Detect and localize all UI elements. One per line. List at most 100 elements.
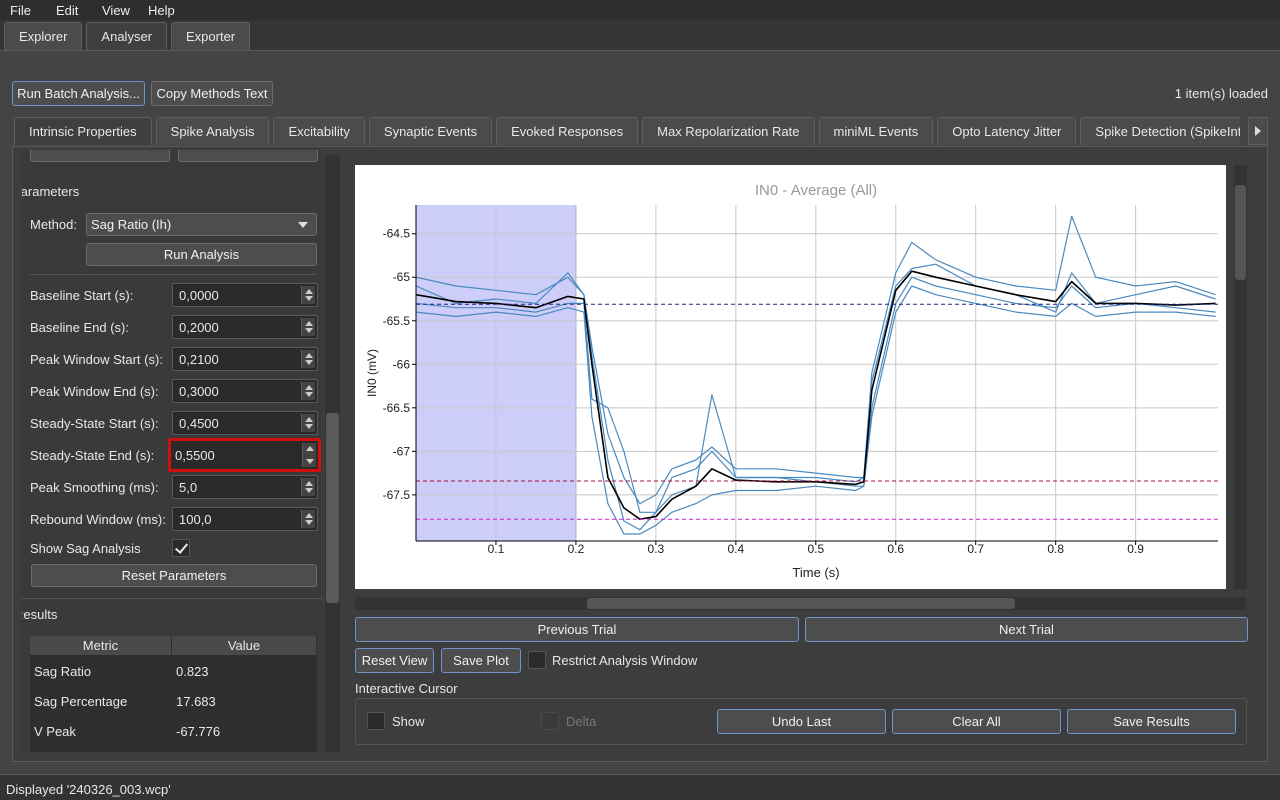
top-tab[interactable]: Explorer	[4, 22, 83, 50]
field-label: Steady-State End (s):	[30, 447, 155, 463]
analysis-tab[interactable]: Intrinsic Properties	[14, 117, 152, 145]
spinbox[interactable]: 0,0000	[172, 283, 318, 307]
spinbox[interactable]: 0,5500	[168, 438, 321, 472]
reset-view-button[interactable]: Reset View	[355, 648, 434, 673]
tab-scroll-right[interactable]	[1248, 117, 1268, 145]
x-tick-label: 0.2	[568, 542, 585, 556]
plot-hscroll[interactable]	[355, 597, 1246, 610]
table-cell: Sag Percentage	[34, 693, 128, 709]
analysis-tab[interactable]: Spike Analysis	[155, 117, 270, 145]
menu-item[interactable]: Help	[148, 2, 175, 18]
cursor-button[interactable]: Undo Last	[717, 709, 886, 734]
plot-widget: IN0 - Average (All) 0.1 0.2 0.3 0.4 0.5 0.6 0.7…	[355, 165, 1226, 589]
spin-arrows[interactable]	[302, 443, 316, 467]
reset-parameters-button[interactable]: Reset Parameters	[31, 564, 317, 587]
show-checkbox[interactable]	[367, 712, 385, 730]
top-tab[interactable]: Exporter	[171, 22, 251, 50]
scroll-thumb[interactable]	[587, 598, 1015, 609]
copy-methods-button[interactable]: Copy Methods Text	[151, 81, 273, 106]
clipped-button[interactable]	[178, 150, 318, 162]
x-tick-label: 0.5	[807, 542, 824, 556]
analysis-tab[interactable]: Opto Latency Jitter	[937, 117, 1077, 145]
menu-item[interactable]: View	[102, 2, 130, 18]
spin-arrows[interactable]	[301, 286, 315, 304]
scroll-thumb[interactable]	[326, 413, 339, 603]
analysis-tab[interactable]: Spike Detection (SpikeInt	[1080, 117, 1240, 145]
left-scrollbar[interactable]	[325, 155, 340, 752]
separator	[30, 274, 316, 275]
spin-arrows[interactable]	[301, 510, 315, 528]
trace	[416, 270, 1216, 520]
previous-trial-button[interactable]: Previous Trial	[355, 617, 799, 642]
analysis-tab[interactable]: Synaptic Events	[368, 117, 493, 145]
restrict-label: Restrict Analysis Window	[552, 652, 698, 668]
batch-button[interactable]: Run Batch Analysis...	[12, 81, 145, 106]
field-label: Rebound Window (ms):	[30, 511, 166, 527]
spinbox[interactable]: 5,0	[172, 475, 318, 499]
spinbox[interactable]: 0,4500	[172, 411, 318, 435]
table-cell: Sag Ratio	[34, 663, 92, 679]
x-tick-label: 0.9	[1127, 542, 1144, 556]
spinbox[interactable]: 100,0	[172, 507, 318, 531]
cursor-button[interactable]: Clear All	[892, 709, 1061, 734]
cursor-group	[355, 698, 1247, 745]
analysis-tab[interactable]: Excitability	[273, 117, 365, 145]
cursor-heading: Interactive Cursor	[355, 680, 458, 696]
top-tab[interactable]: Analyser	[86, 22, 167, 50]
x-tick-label: 0.1	[488, 542, 505, 556]
show-label: Show	[392, 713, 425, 729]
parameter-scroll: Parameters Method: Sag Ratio (Ih) Run Analy…	[22, 150, 322, 752]
table-cell: -67.776	[176, 723, 221, 739]
table-header[interactable]: Metric	[30, 636, 172, 655]
show-sag-checkbox[interactable]	[172, 539, 190, 557]
menu-bar	[0, 0, 1280, 20]
spin-arrows[interactable]	[301, 414, 315, 432]
field-label: Peak Smoothing (ms):	[30, 479, 159, 495]
menu-item[interactable]: File	[10, 2, 31, 18]
plot-vscroll[interactable]	[1234, 165, 1247, 589]
menu-item[interactable]: Edit	[56, 2, 79, 18]
analysis-tab-bar: Intrinsic Properties Spike Analysis Excita…	[14, 117, 1240, 146]
delta-checkbox	[541, 712, 559, 730]
analysis-tab[interactable]: Max Repolarization Rate	[642, 117, 815, 145]
spinbox[interactable]: 0,2100	[172, 347, 318, 371]
cursor-button[interactable]: Save Results	[1067, 709, 1236, 734]
y-tick-label: -65.5	[383, 314, 411, 328]
save-plot-button[interactable]: Save Plot	[441, 648, 521, 673]
traces	[416, 215, 1216, 535]
table-header[interactable]: Value	[172, 636, 317, 655]
show-sag-label: Show Sag Analysis	[30, 540, 141, 556]
clipped-button[interactable]	[30, 150, 170, 162]
spin-arrows[interactable]	[301, 382, 315, 400]
restrict-checkbox[interactable]	[528, 651, 546, 669]
x-tick-label: 0.7	[967, 542, 984, 556]
loaded-status: 1 item(s) loaded	[1174, 86, 1268, 101]
delta-label: Delta	[566, 713, 597, 729]
trace	[416, 263, 1216, 531]
spin-arrows[interactable]	[301, 318, 315, 336]
spinbox[interactable]: 0,3000	[172, 379, 318, 403]
method-combo[interactable]: Sag Ratio (Ih)	[86, 213, 317, 236]
field-label: Peak Window End (s):	[30, 383, 159, 399]
spinbox[interactable]: 0,2000	[172, 315, 318, 339]
spin-arrows[interactable]	[301, 350, 315, 368]
results-table: Metric Value Sag Ratio 0.823 Sag Percentage 1…	[30, 636, 317, 752]
next-trial-button[interactable]: Next Trial	[805, 617, 1248, 642]
results-heading: Results	[22, 606, 58, 622]
x-tick-label: 0.6	[887, 542, 904, 556]
x-axis-label: Time (s)	[792, 565, 839, 580]
y-tick-label: -66.5	[383, 401, 411, 415]
scroll-thumb[interactable]	[1235, 185, 1246, 280]
table-cell: 17.683	[176, 693, 216, 709]
separator	[22, 598, 322, 599]
y-tick-label: -66	[393, 357, 411, 371]
analysis-tab[interactable]: miniML Events	[818, 117, 934, 145]
analysis-tab[interactable]: Evoked Responses	[496, 117, 639, 145]
table-cell: V Peak	[34, 723, 76, 739]
combo-arrow	[298, 222, 308, 228]
spin-arrows[interactable]	[301, 478, 315, 496]
trace	[416, 285, 1216, 535]
x-tick-label: 0.3	[648, 542, 665, 556]
run-analysis-button[interactable]: Run Analysis	[86, 243, 317, 266]
